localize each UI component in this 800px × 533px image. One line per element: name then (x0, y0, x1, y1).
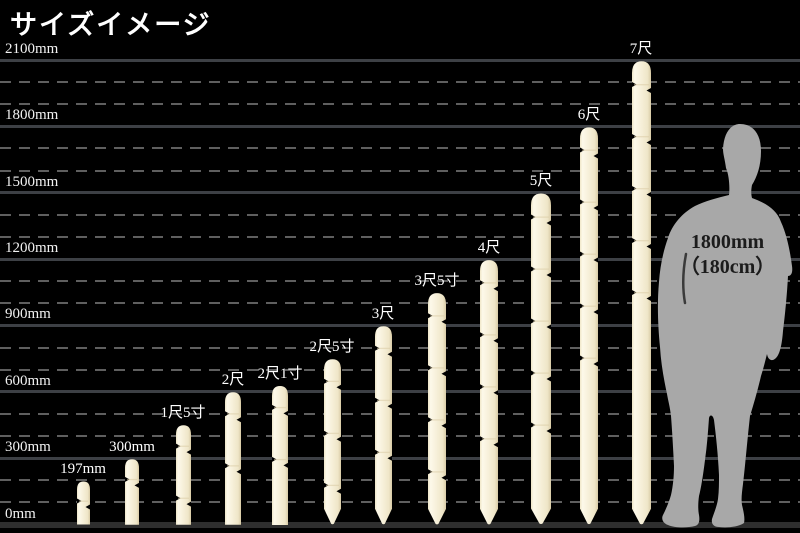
figure-height-cm: （180cm） (679, 256, 776, 278)
figure-height-mm: 1800mm (690, 231, 765, 253)
stake-bar-8 (428, 292, 446, 525)
gridline-solid-2100mm (0, 58, 800, 62)
gridline-dashed-1900mm (0, 103, 800, 106)
gridline-dashed-1600mm (0, 169, 800, 172)
gridline-solid-300mm (0, 456, 800, 460)
gridline-solid-600mm (0, 390, 800, 394)
stake-bar-9 (480, 259, 498, 525)
baseline-0mm (0, 521, 800, 528)
stake-label-4: 2尺 (221, 372, 245, 389)
stake-label-11: 6尺 (577, 107, 601, 124)
gridline-dashed-1100mm (0, 280, 800, 283)
gridline-dashed-200mm (0, 479, 800, 482)
y-axis-label-2100mm: 2100mm (5, 41, 59, 57)
gridline-solid-1800mm (0, 124, 800, 128)
gridline-dashed-1300mm (0, 235, 800, 238)
stake-label-3: 1尺5寸 (160, 405, 206, 422)
gridline-dashed-100mm (0, 501, 800, 504)
stake-bar-7 (374, 326, 392, 525)
human-silhouette (655, 123, 800, 530)
stake-label-2: 300mm (109, 438, 155, 455)
gridline-dashed-400mm (0, 435, 800, 438)
gridline-dashed-700mm (0, 368, 800, 371)
stake-bar-12 (631, 61, 651, 525)
y-axis-label-0mm: 0mm (5, 505, 36, 522)
y-axis-label-900mm: 900mm (5, 306, 51, 323)
human-silhouette-graphic (657, 124, 793, 528)
y-axis-label-1500mm: 1500mm (5, 173, 59, 190)
stake-bar-5 (272, 385, 288, 525)
stake-bar-10 (531, 193, 551, 525)
stake-label-7: 3尺 (371, 305, 395, 322)
y-axis-label-1200mm: 1200mm (5, 240, 59, 257)
gridline-dashed-2000mm (0, 81, 800, 84)
y-axis-label-1800mm: 1800mm (5, 107, 59, 124)
stake-bar-4 (225, 392, 241, 525)
gridline-dashed-1700mm (0, 147, 800, 150)
stake-bar-2 (125, 459, 139, 525)
stake-label-6: 2尺5寸 (309, 338, 355, 355)
gridline-dashed-500mm (0, 412, 800, 415)
stake-bar-1 (76, 481, 90, 525)
chart-title: サイズイメージ (10, 10, 212, 40)
gridline-dashed-800mm (0, 346, 800, 349)
human-silhouette-path (657, 124, 793, 528)
stake-label-8: 3尺5寸 (414, 272, 460, 289)
stake-label-12: 7尺 (629, 41, 653, 58)
stake-bar-3 (175, 425, 191, 525)
gridline-solid-900mm (0, 323, 800, 327)
y-axis-label-600mm: 600mm (5, 372, 51, 389)
stake-label-10: 5尺 (529, 173, 553, 190)
y-axis-label-300mm: 300mm (5, 439, 51, 456)
gridline-solid-1500mm (0, 191, 800, 195)
figure-height-label: 1800mm （180cm） (655, 230, 800, 280)
stake-label-9: 4尺 (477, 239, 501, 256)
gridline-solid-1200mm (0, 257, 800, 261)
arm-crease-line (681, 252, 688, 305)
stake-bar-11 (580, 127, 598, 525)
stake-bar-6 (323, 359, 341, 525)
gridline-dashed-1000mm (0, 302, 800, 305)
gridline-dashed-1400mm (0, 213, 800, 216)
stake-label-5: 2尺1寸 (257, 365, 303, 382)
stake-label-1: 197mm (60, 461, 106, 478)
